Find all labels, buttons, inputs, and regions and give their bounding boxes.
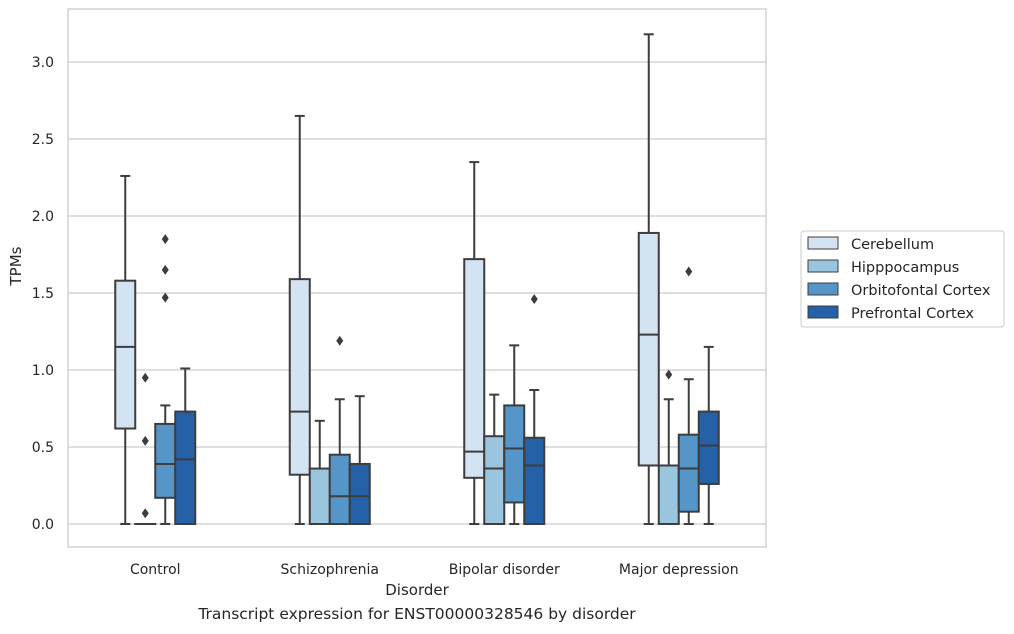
legend-label: Orbitofontal Cortex (851, 283, 991, 299)
outlier-point (665, 369, 673, 380)
box-1-3 (657, 369, 680, 526)
legend-swatch (807, 282, 839, 296)
x-tick-label: Bipolar disorder (449, 562, 560, 578)
legend-swatch (807, 259, 839, 273)
box-body (463, 258, 486, 479)
legend: Cerebellum Hipppocampus Orbitofontal Corte… (800, 230, 1005, 328)
y-tick-label: 0.0 (32, 517, 54, 533)
box-body (114, 279, 137, 430)
outlier-point (336, 335, 344, 346)
box-body (697, 410, 720, 485)
box-0-1 (288, 114, 311, 525)
legend-frame (800, 230, 1005, 328)
y-tick-label: 0.5 (32, 440, 54, 456)
legend-label: Hipppocampus (851, 260, 959, 276)
box-body (308, 467, 331, 525)
box-body (523, 436, 546, 526)
box-body (174, 410, 197, 525)
box-1-0 (134, 372, 157, 526)
legend-swatch (807, 305, 839, 319)
y-tick-label: 3.0 (32, 55, 54, 71)
plot-frame (67, 8, 767, 548)
x-tick-label: Schizophrenia (281, 562, 379, 578)
x-axis-title: Disorder (385, 581, 449, 599)
box-0-2 (463, 161, 486, 525)
y-tick-label: 2.0 (32, 209, 54, 225)
box-body (348, 462, 371, 526)
box-3-2 (523, 294, 546, 526)
x-tick-label: Control (130, 562, 181, 578)
box-2-2 (503, 344, 526, 525)
outlier-point (141, 372, 149, 383)
box-body (503, 404, 526, 504)
y-tick-label: 2.5 (32, 132, 54, 148)
y-tick-label: 1.0 (32, 363, 54, 379)
box-body (328, 453, 351, 526)
box-1-2 (483, 393, 506, 525)
legend-swatch (807, 236, 839, 250)
x-tick-labels: Control Schizophrenia Bipolar disorder Majo… (130, 562, 739, 578)
box-body (657, 464, 680, 526)
y-tick-labels: 0.0 0.5 1.0 1.5 2.0 2.5 3.0 (32, 55, 54, 533)
legend-label: Prefrontal Cortex (851, 306, 974, 322)
box-3-1 (348, 395, 371, 526)
outlier-point (530, 294, 538, 305)
box-3-0 (174, 367, 197, 525)
box-0-0 (114, 174, 137, 525)
box-2-1 (328, 335, 351, 526)
box-body (677, 433, 700, 513)
outlier-point (161, 292, 169, 303)
outlier-point (161, 264, 169, 275)
x-tick-label: Major depression (619, 562, 739, 578)
outlier-point (161, 234, 169, 245)
outlier-point (685, 266, 693, 277)
y-tick-label: 1.5 (32, 286, 54, 302)
box-body (483, 435, 506, 525)
box-1-1 (308, 419, 331, 525)
box-body (154, 422, 177, 499)
box-3-3 (697, 345, 720, 525)
box-0-3 (637, 33, 660, 525)
y-axis-title: TPMs (7, 246, 25, 286)
box-body (637, 231, 660, 467)
outlier-point (141, 435, 149, 446)
box-2-0 (154, 234, 177, 525)
boxes-layer (114, 33, 720, 526)
legend-label: Cerebellum (851, 237, 934, 253)
figure-caption: Transcript expression for ENST0000032854… (198, 605, 636, 623)
outlier-point (141, 508, 149, 519)
box-body (288, 278, 311, 476)
box-2-3 (677, 266, 700, 525)
